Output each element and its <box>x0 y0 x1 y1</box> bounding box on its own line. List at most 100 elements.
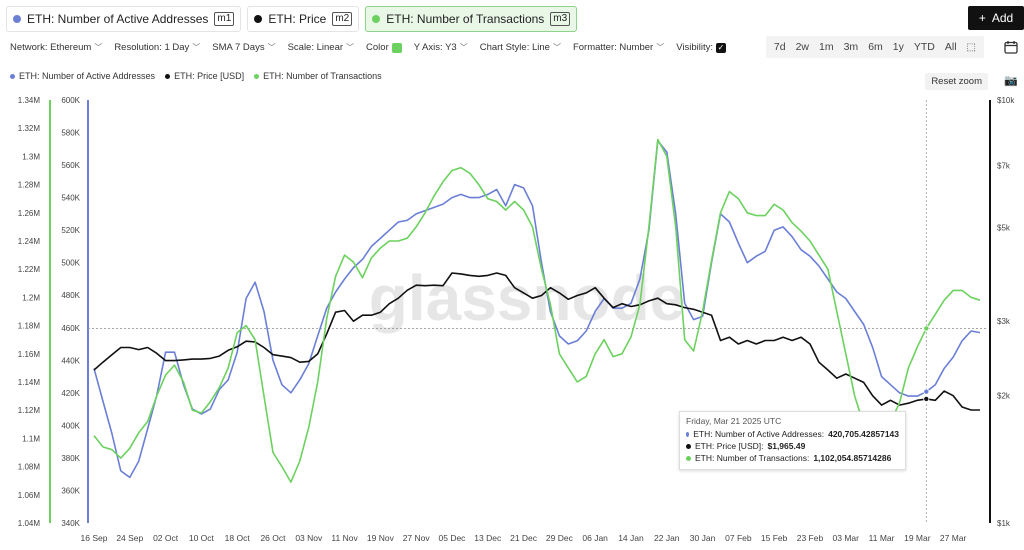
x-tick-label: 11 Mar <box>869 533 895 543</box>
tab-tag: m3 <box>550 12 571 26</box>
reset-zoom-button[interactable]: Reset zoom <box>925 73 988 90</box>
tab-transactions[interactable]: ETH: Number of Transactions m3 <box>365 6 578 32</box>
x-tick-label: 06 Jan <box>582 533 608 543</box>
range-6m[interactable]: 6m <box>868 41 883 53</box>
legend-dot-icon <box>165 73 171 79</box>
tooltip-row-value: $1,965.49 <box>767 441 806 451</box>
y-left-tick-label: 1.22M <box>18 265 41 274</box>
add-button[interactable]: + Add <box>968 6 1024 30</box>
x-tick-label: 23 Feb <box>797 533 824 543</box>
y-left2-tick-label: 420K <box>61 389 80 398</box>
y-left2-tick-label: 380K <box>61 454 80 463</box>
range-3m[interactable]: 3m <box>843 41 859 53</box>
tooltip-dot-icon <box>686 431 690 437</box>
y-left2-tick-label: 460K <box>61 324 80 333</box>
range-1m[interactable]: 1m <box>819 41 834 53</box>
chart-style-select[interactable]: Chart Style: Line ﹀ <box>480 42 561 53</box>
x-tick-label: 19 Nov <box>367 533 395 543</box>
resolution-select[interactable]: Resolution: 1 Day ﹀ <box>114 42 200 53</box>
y-left-tick-label: 1.18M <box>18 322 41 331</box>
x-tick-label: 18 Oct <box>225 533 251 543</box>
camera-icon[interactable]: 📷 <box>1004 75 1018 87</box>
tooltip-row-label: ETH: Number of Active Addresses: <box>693 429 825 439</box>
series-line-active-addresses <box>93 139 981 479</box>
plus-icon: + <box>978 11 986 25</box>
x-tick-label: 26 Oct <box>260 533 286 543</box>
y-left-tick-label: 1.04M <box>18 519 41 528</box>
chevron-down-icon: ﹀ <box>552 43 561 52</box>
legend-dot-icon <box>10 73 15 79</box>
legend-label: ETH: Number of Active Addresses <box>19 71 156 81</box>
chevron-down-icon: ﹀ <box>94 43 103 52</box>
network-select[interactable]: Network: Ethereum ﹀ <box>10 42 102 53</box>
formatter-label: Formatter: Number <box>572 42 654 53</box>
tooltip-row-label: ETH: Price [USD]: <box>695 441 764 451</box>
series-dot-icon <box>13 15 21 23</box>
y-left2-tick-label: 340K <box>61 519 80 528</box>
y-left2-tick-label: 540K <box>61 194 80 203</box>
y-right-tick-label: $1k <box>997 519 1011 528</box>
range-1y[interactable]: 1y <box>892 41 904 53</box>
chart-toolbar: Network: Ethereum ﹀ Resolution: 1 Day ﹀ SM… <box>10 42 726 53</box>
chevron-down-icon: ﹀ <box>267 43 276 52</box>
tooltip-row-label: ETH: Number of Transactions: <box>695 453 810 463</box>
scale-label: Scale: Linear <box>287 42 344 53</box>
x-tick-label: 21 Dec <box>510 533 538 543</box>
tooltip-row: ETH: Number of Active Addresses: 420,705.… <box>686 429 899 439</box>
chevron-down-icon: ﹀ <box>346 43 355 52</box>
visibility-toggle[interactable]: Visibility: ✓ <box>676 42 726 53</box>
tooltip-date: Friday, Mar 21 2025 UTC <box>686 416 782 426</box>
legend-item-price[interactable]: ETH: Price [USD] <box>165 71 244 81</box>
formatter-select[interactable]: Formatter: Number ﹀ <box>573 42 664 53</box>
zoom-select-icon[interactable]: ⬚ <box>966 41 976 53</box>
sma-select[interactable]: SMA 7 Days ﹀ <box>212 42 275 53</box>
tab-price[interactable]: ETH: Price m2 <box>247 6 360 32</box>
tab-active-addresses[interactable]: ETH: Number of Active Addresses m1 <box>6 6 242 32</box>
tooltip-dot-icon <box>686 455 691 461</box>
x-tick-label: 19 Mar <box>904 533 931 543</box>
hover-point <box>923 388 930 395</box>
tooltip-row-value: 1,102,054.85714286 <box>813 453 892 463</box>
range-ytd[interactable]: YTD <box>913 41 935 53</box>
tab-label: ETH: Price <box>268 12 327 26</box>
range-2w[interactable]: 2w <box>795 41 809 53</box>
chevron-down-icon: ﹀ <box>459 43 468 52</box>
legend-label: ETH: Price [USD] <box>174 71 245 81</box>
legend-item-active-addresses[interactable]: ETH: Number of Active Addresses <box>10 71 155 81</box>
hover-point <box>923 395 930 402</box>
y-right-tick-label: $2k <box>997 392 1011 401</box>
calendar-icon[interactable] <box>1004 40 1018 54</box>
legend-dot-icon <box>254 73 260 79</box>
time-range-selector: 7d 2w 1m 3m 6m 1y YTD All ⬚ <box>765 36 984 58</box>
y-left-tick-label: 1.14M <box>18 378 41 387</box>
tab-label: ETH: Number of Active Addresses <box>27 12 209 26</box>
color-swatch <box>391 42 402 53</box>
range-all[interactable]: All <box>944 41 957 53</box>
legend-item-transactions[interactable]: ETH: Number of Transactions <box>254 71 382 81</box>
x-tick-label: 16 Sep <box>81 533 108 543</box>
range-7d[interactable]: 7d <box>773 41 786 53</box>
y-left2-tick-label: 560K <box>61 161 80 170</box>
y-left-tick-label: 1.16M <box>18 350 41 359</box>
x-tick-label: 22 Jan <box>654 533 680 543</box>
color-picker[interactable]: Color <box>366 42 402 53</box>
sma-label: SMA 7 Days <box>212 42 265 53</box>
add-label: Add <box>991 11 1014 25</box>
x-tick-label: 27 Nov <box>403 533 431 543</box>
chevron-down-icon: ﹀ <box>192 43 201 52</box>
x-tick-label: 02 Oct <box>153 533 179 543</box>
y-left2-tick-label: 520K <box>61 226 80 235</box>
chart-style-label: Chart Style: Line <box>479 42 550 53</box>
x-tick-label: 29 Dec <box>546 533 574 543</box>
scale-select[interactable]: Scale: Linear ﹀ <box>288 42 354 53</box>
y-left2-tick-label: 580K <box>61 129 80 138</box>
y-right-tick-label: $7k <box>997 162 1011 171</box>
yaxis-select[interactable]: Y Axis: Y3 ﹀ <box>414 42 468 53</box>
series-line-price <box>93 272 980 411</box>
x-tick-label: 27 Mar <box>940 533 967 543</box>
y-left2-tick-label: 480K <box>61 291 80 300</box>
y-left-tick-label: 1.12M <box>18 406 41 415</box>
y-left-tick-label: 1.26M <box>18 209 41 218</box>
chart-legend: ETH: Number of Active Addresses ETH: Pri… <box>10 71 382 81</box>
